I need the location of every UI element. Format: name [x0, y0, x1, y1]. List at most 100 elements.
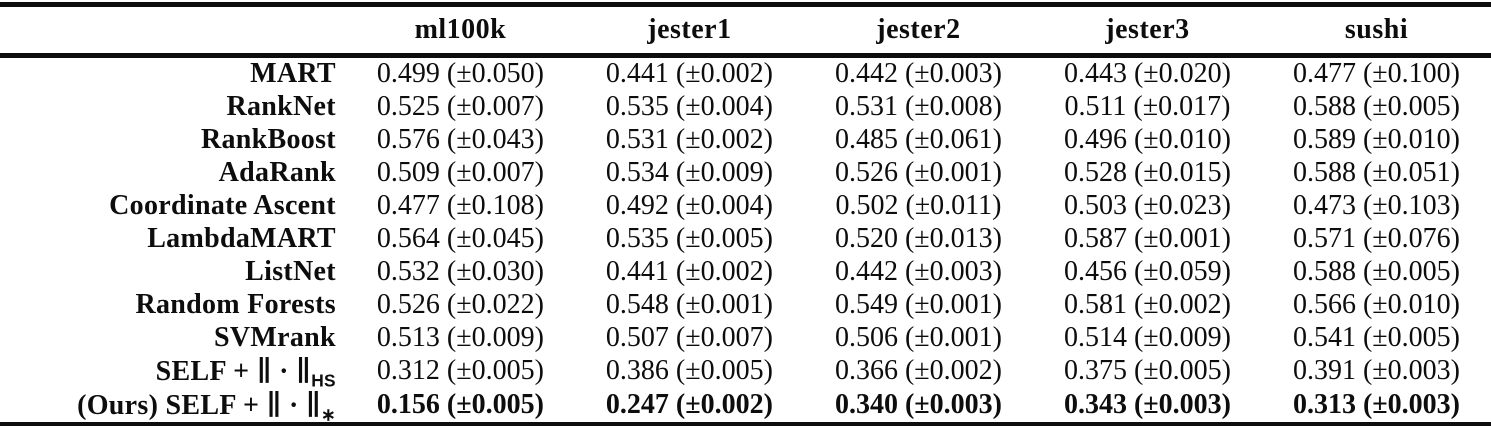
result-cell: 0.511 (±0.017) — [1064, 90, 1231, 122]
table-row: AdaRank 0.509 (±0.007) 0.534 (±0.009) 0.526… — [0, 156, 1491, 189]
result-cell: 0.526 (±0.001) — [834, 156, 1002, 188]
result-cell: 0.312 (±0.005) — [376, 355, 544, 386]
result-cell: 0.588 (±0.005) — [1292, 255, 1460, 287]
table-row: MART 0.499 (±0.050) 0.441 (±0.002) 0.442 (±… — [0, 56, 1491, 91]
result-cell: 0.507 (±0.007) — [605, 321, 773, 353]
norm-subscript: ∗ — [321, 404, 336, 425]
result-cell: 0.571 (±0.076) — [1292, 222, 1460, 254]
result-cell: 0.564 (±0.045) — [376, 222, 544, 254]
row-label: Random Forests — [0, 288, 346, 321]
column-header-jester2: jester2 — [803, 4, 1033, 58]
result-cell: 0.473 (±0.103) — [1292, 189, 1460, 221]
result-cell: 0.340 (±0.003) — [834, 389, 1002, 420]
row-label: LambdaMART — [0, 222, 346, 255]
result-cell: 0.588 (±0.005) — [1292, 90, 1460, 122]
table-row: RankBoost 0.576 (±0.043) 0.531 (±0.002) 0.4… — [0, 123, 1491, 156]
result-cell: 0.520 (±0.013) — [834, 222, 1002, 254]
result-cell: 0.247 (±0.002) — [605, 389, 773, 420]
result-cell: 0.391 (±0.003) — [1292, 355, 1460, 386]
result-cell: 0.548 (±0.001) — [605, 288, 773, 320]
norm-subscript: HS — [311, 370, 336, 391]
table-row: (Ours) SELF + ∥ · ∥∗ 0.156 (±0.005) 0.247 … — [0, 388, 1491, 424]
row-label: RankBoost — [0, 123, 346, 156]
result-cell: 0.588 (±0.051) — [1292, 156, 1460, 188]
result-cell: 0.502 (±0.011) — [835, 189, 1002, 221]
table-row: Coordinate Ascent 0.477 (±0.108) 0.492 (±0… — [0, 189, 1491, 222]
result-cell: 0.581 (±0.002) — [1063, 288, 1231, 320]
result-cell: 0.375 (±0.005) — [1063, 355, 1231, 386]
header-row: ml100k jester1 jester2 jester3 sushi — [0, 4, 1491, 58]
result-cell: 0.441 (±0.002) — [605, 58, 773, 89]
row-label: SELF + ∥ · ∥HS — [0, 354, 346, 391]
result-cell: 0.156 (±0.005) — [376, 389, 544, 420]
result-cell: 0.509 (±0.007) — [376, 156, 544, 188]
result-cell: 0.587 (±0.001) — [1063, 222, 1231, 254]
result-cell: 0.492 (±0.004) — [605, 189, 773, 221]
method-name: RankBoost — [200, 123, 336, 155]
result-cell: 0.506 (±0.001) — [834, 321, 1002, 353]
row-label: ListNet — [0, 255, 346, 288]
method-name: SELF + ∥ · ∥ — [155, 356, 312, 387]
method-name: AdaRank — [218, 156, 336, 188]
result-cell: 0.535 (±0.005) — [605, 222, 773, 254]
result-cell: 0.313 (±0.003) — [1292, 389, 1460, 420]
result-cell: 0.442 (±0.003) — [834, 58, 1002, 89]
result-cell: 0.531 (±0.002) — [605, 123, 773, 155]
result-cell: 0.525 (±0.007) — [376, 90, 544, 122]
result-cell: 0.528 (±0.015) — [1063, 156, 1231, 188]
table-row: SELF + ∥ · ∥HS 0.312 (±0.005) 0.386 (±0.00… — [0, 354, 1491, 391]
row-label: RankNet — [0, 90, 346, 123]
result-cell: 0.496 (±0.010) — [1063, 123, 1231, 155]
result-cell: 0.477 (±0.100) — [1292, 58, 1460, 89]
table-row: RankNet 0.525 (±0.007) 0.535 (±0.004) 0.531… — [0, 90, 1491, 123]
method-name: ListNet — [245, 255, 336, 287]
result-cell: 0.456 (±0.059) — [1063, 255, 1231, 287]
result-cell: 0.532 (±0.030) — [376, 255, 544, 287]
method-name: Random Forests — [135, 288, 336, 320]
column-header-jester1: jester1 — [574, 4, 804, 58]
result-cell: 0.526 (±0.022) — [376, 288, 544, 320]
result-cell: 0.566 (±0.010) — [1292, 288, 1460, 320]
result-cell: 0.443 (±0.020) — [1063, 58, 1231, 89]
row-label: (Ours) SELF + ∥ · ∥∗ — [0, 388, 346, 424]
result-cell: 0.531 (±0.008) — [834, 90, 1002, 122]
result-cell: 0.549 (±0.001) — [834, 288, 1002, 320]
result-cell: 0.485 (±0.061) — [834, 123, 1002, 155]
table-row: SVMrank 0.513 (±0.009) 0.507 (±0.007) 0.506… — [0, 321, 1491, 354]
corner-cell — [0, 4, 346, 58]
method-name: LambdaMART — [147, 222, 336, 254]
result-cell: 0.589 (±0.010) — [1292, 123, 1460, 155]
table-row: ListNet 0.532 (±0.030) 0.441 (±0.002) 0.442… — [0, 255, 1491, 288]
row-label: Coordinate Ascent — [0, 189, 346, 222]
result-cell: 0.503 (±0.023) — [1063, 189, 1231, 221]
table-row: Random Forests 0.526 (±0.022) 0.548 (±0.00… — [0, 288, 1491, 321]
result-cell: 0.442 (±0.003) — [834, 255, 1002, 287]
result-cell: 0.343 (±0.003) — [1063, 389, 1231, 420]
result-cell: 0.386 (±0.005) — [605, 355, 773, 386]
table-body: MART 0.499 (±0.050) 0.441 (±0.002) 0.442 (±… — [0, 56, 1491, 425]
method-name: MART — [250, 58, 336, 89]
result-cell: 0.499 (±0.050) — [376, 58, 544, 89]
row-label: MART — [0, 56, 346, 91]
result-cell: 0.541 (±0.005) — [1292, 321, 1460, 353]
result-cell: 0.441 (±0.002) — [605, 255, 773, 287]
method-name: (Ours) SELF + ∥ · ∥ — [77, 390, 322, 421]
row-label: SVMrank — [0, 321, 346, 354]
row-label: AdaRank — [0, 156, 346, 189]
result-cell: 0.534 (±0.009) — [605, 156, 773, 188]
result-cell: 0.366 (±0.002) — [834, 355, 1002, 386]
result-cell: 0.535 (±0.004) — [605, 90, 773, 122]
table-row: LambdaMART 0.564 (±0.045) 0.535 (±0.005) 0.… — [0, 222, 1491, 255]
result-cell: 0.514 (±0.009) — [1063, 321, 1231, 353]
method-name: Coordinate Ascent — [109, 189, 336, 221]
method-name: RankNet — [226, 90, 336, 122]
column-header-jester3: jester3 — [1032, 4, 1262, 58]
result-cell: 0.513 (±0.009) — [376, 321, 544, 353]
method-name: SVMrank — [214, 321, 336, 353]
result-cell: 0.477 (±0.108) — [376, 189, 544, 221]
column-header-ml100k: ml100k — [345, 4, 575, 58]
column-header-sushi: sushi — [1261, 4, 1491, 58]
result-cell: 0.576 (±0.043) — [376, 123, 544, 155]
